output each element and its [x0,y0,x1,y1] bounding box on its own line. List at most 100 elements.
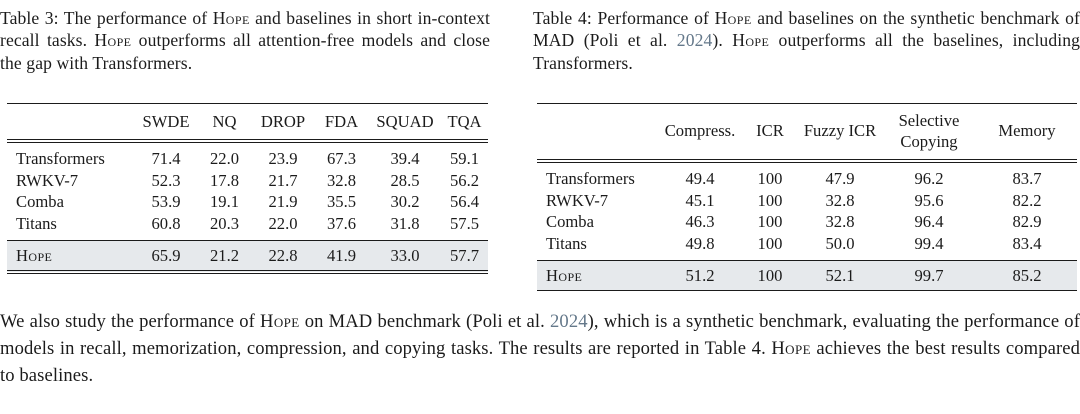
body-text: on MAD benchmark (Poli et al. [299,311,551,333]
body-text: We also study the performance of [0,311,261,333]
value-cell: 100 [757,234,783,253]
table4-mad-benchmark: Compress. ICR Fuzzy ICR Selective Copyin… [537,102,1077,292]
caption-text: and baselines on the synthetic benchmark… [533,8,1080,51]
value-cell: 52.1 [799,259,881,292]
value-cell: 28.5 [390,170,420,190]
caption-text: outperforms all attention-free models an… [0,30,490,73]
value-cell: 37.6 [326,214,357,233]
value-cell: 21.9 [268,192,298,212]
value-cell: 52.3 [151,170,181,190]
value-cell: 99.7 [881,259,977,292]
value-cell: 32.8 [825,190,855,210]
citation-year-link[interactable]: 2024 [676,30,713,51]
citation-year-link[interactable]: 2024 [550,311,588,333]
value-cell: 19.1 [209,192,240,212]
column-header-memory: Memory [977,102,1077,163]
table3-block: Table 3: The performance of Hope and bas… [0,7,490,275]
hope-smallcaps: Hope [212,8,250,28]
value-cell: 32.8 [825,212,855,232]
value-cell: 47.9 [825,168,855,188]
table4-block: Table 4: Performance of Hope and baselin… [533,7,1080,292]
table-row: RWKV-7 52.3 17.8 21.7 32.8 28.5 56.2 [7,170,488,192]
value-cell: 83.4 [1012,234,1042,253]
value-cell: 20.3 [209,214,240,233]
value-cell: 96.2 [914,168,944,188]
hope-smallcaps: Hope [94,30,132,51]
column-header-squad: SQUAD [369,102,441,143]
column-header-compress: Compress. [659,102,741,163]
value-cell: 45.1 [685,190,715,210]
value-cell: 41.9 [314,239,369,275]
model-name-cell-hope: Hope [7,239,135,275]
column-header-icr: ICR [741,102,799,163]
value-cell: 99.4 [914,234,944,253]
value-cell: 23.9 [268,148,298,168]
value-cell: 65.9 [135,239,197,275]
table3-hope-highlight-row: Hope 65.9 21.2 22.8 41.9 33.0 57.7 [7,239,488,275]
value-cell: 57.7 [441,239,488,275]
empty-header-cell [537,102,659,163]
model-name-cell-hope: Hope [537,259,659,292]
two-column-layout: Table 3: The performance of Hope and bas… [0,7,1080,292]
body-text: ), which is a synthetic benchmark, evalu… [0,311,1080,360]
table4-caption: Table 4: Performance of Hope and baselin… [533,7,1080,74]
caption-text: and baselines in short in-context recall… [0,8,490,51]
value-cell: 67.3 [326,148,357,168]
column-header-tqa: TQA [441,102,488,143]
value-cell: 30.2 [390,192,420,212]
table-row: Titans 49.8 100 50.0 99.4 83.4 [537,233,1077,260]
value-cell: 56.2 [449,170,480,190]
model-name-cell: RWKV-7 [546,190,609,210]
value-cell: 46.3 [685,212,715,232]
value-cell: 50.0 [825,234,855,253]
value-cell: 100 [757,168,783,188]
column-header-fda: FDA [314,102,369,143]
value-cell: 100 [757,212,783,232]
model-name-cell: Titans [546,234,587,253]
value-cell: 82.2 [1012,190,1042,210]
value-cell: 82.9 [1012,212,1042,232]
value-cell: 51.2 [659,259,741,292]
value-cell: 17.8 [209,170,240,190]
value-cell: 22.8 [252,239,314,275]
body-text: achieves the best results compared to ba… [0,338,1080,387]
column-header-swde: SWDE [135,102,197,143]
value-cell: 83.7 [1012,168,1042,188]
table-row: Transformers 49.4 100 47.9 96.2 83.7 [537,161,1077,190]
value-cell: 22.0 [268,214,298,233]
table-row: RWKV-7 45.1 100 32.8 95.6 82.2 [537,190,1077,212]
value-cell: 60.8 [151,214,181,233]
table3-caption: Table 3: The performance of Hope and bas… [0,7,490,74]
caption-text: outperforms all the baselines, including… [533,30,1080,73]
table3-recall-benchmark: SWDE NQ DROP FDA SQUAD TQA Transformers … [7,102,488,275]
value-cell: 39.4 [390,148,420,168]
hope-smallcaps: Hope [714,8,752,28]
column-header-selective-copying: Selective Copying [881,102,977,163]
table4-hope-highlight-row: Hope 51.2 100 52.1 99.7 85.2 [537,259,1077,292]
table4-header-row: Compress. ICR Fuzzy ICR Selective Copyin… [537,102,1077,163]
hope-smallcaps: Hope [260,311,300,333]
hope-smallcaps: Hope [732,30,770,51]
column-header-nq: NQ [197,102,252,143]
value-cell: 22.0 [209,148,240,168]
column-header-fuzzy-icr: Fuzzy ICR [799,102,881,163]
caption-text: ). [712,30,733,51]
caption-text: Table 4: Performance of [533,8,715,28]
value-cell: 35.5 [326,192,357,212]
model-name-cell: Titans [16,214,57,233]
value-cell: 96.4 [914,212,944,232]
value-cell: 57.5 [449,214,480,233]
value-cell: 21.2 [197,239,252,275]
value-cell: 32.8 [326,170,357,190]
model-name-cell: Transformers [16,148,105,168]
value-cell: 53.9 [151,192,181,212]
value-cell: 71.4 [151,148,181,168]
table-row: Titans 60.8 20.3 22.0 37.6 31.8 57.5 [7,213,488,240]
value-cell: 33.0 [369,239,441,275]
value-cell: 85.2 [977,259,1077,292]
model-name-cell: Comba [16,192,64,212]
value-cell: 49.8 [685,234,715,253]
value-cell: 59.1 [449,148,480,168]
value-cell: 100 [741,259,799,292]
